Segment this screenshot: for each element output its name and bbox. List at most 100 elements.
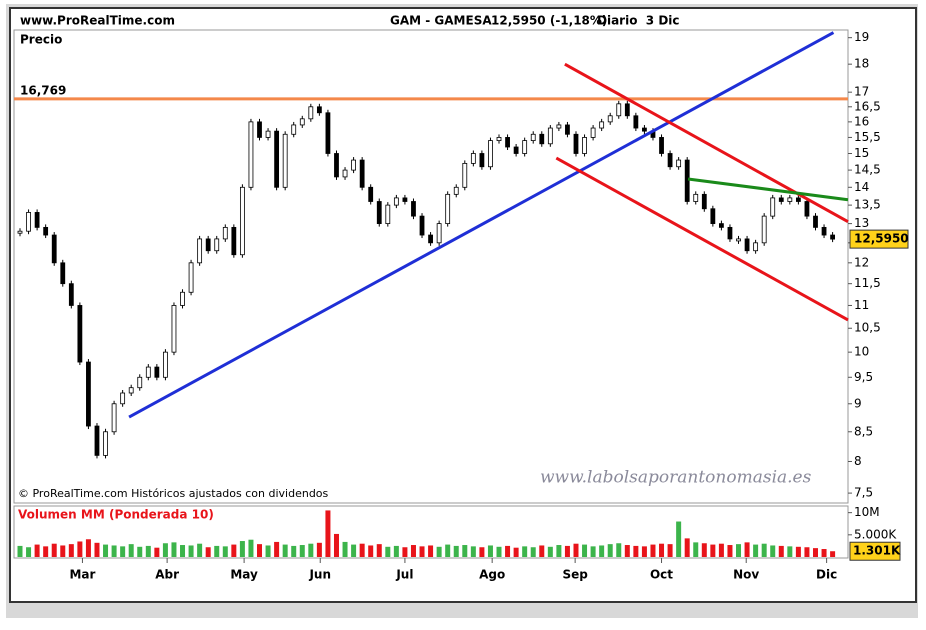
candle xyxy=(462,162,468,188)
period: Diario 3 Dic xyxy=(597,14,680,28)
candle xyxy=(582,137,587,154)
y-tick-label: 11 xyxy=(854,298,869,312)
x-tick-label: Nov xyxy=(733,568,759,582)
volume-bar xyxy=(676,521,682,557)
y-tick-label: 19 xyxy=(854,30,869,44)
candle xyxy=(428,234,433,244)
volume-bar xyxy=(753,544,759,557)
volume-bar xyxy=(556,545,562,557)
candle xyxy=(308,106,314,120)
site: www.ProRealTime.com xyxy=(20,14,175,28)
price-pane xyxy=(13,29,849,504)
volume-bar xyxy=(34,544,40,557)
candle xyxy=(590,127,596,138)
candle xyxy=(351,159,356,171)
y-tick-label: 9,5 xyxy=(854,370,873,384)
candle xyxy=(214,238,220,252)
volume-bar xyxy=(496,546,502,557)
candle xyxy=(753,242,759,252)
x-tick-label: Oct xyxy=(650,568,673,582)
volume-bar xyxy=(667,544,673,557)
candle xyxy=(325,112,331,154)
volume-pane xyxy=(13,505,849,559)
volume-bar xyxy=(393,545,399,557)
candle xyxy=(804,201,810,217)
volume-bar xyxy=(787,546,793,557)
candle xyxy=(188,262,194,293)
candle xyxy=(599,121,605,129)
volume-bar xyxy=(308,543,314,557)
candle xyxy=(180,291,185,306)
candle xyxy=(530,133,536,142)
y-tick-label: 10 xyxy=(854,345,869,359)
candle xyxy=(60,262,66,285)
candle xyxy=(676,159,682,168)
volume-bar xyxy=(445,544,451,557)
volume-bar xyxy=(274,541,280,557)
candle xyxy=(761,215,767,244)
candle xyxy=(51,234,57,264)
candle xyxy=(137,376,143,389)
volume-bar xyxy=(162,543,168,557)
volume-bar xyxy=(710,544,716,557)
candle xyxy=(667,153,673,168)
volume-bar xyxy=(68,544,74,557)
candle xyxy=(693,193,699,202)
volume-bar xyxy=(436,546,442,557)
candle xyxy=(342,169,348,178)
trend-line xyxy=(564,62,849,224)
candle xyxy=(616,103,622,117)
candle xyxy=(821,226,827,236)
price-label: Precio xyxy=(20,33,62,47)
y-tick-label: 13 xyxy=(854,216,869,230)
candle xyxy=(103,431,108,456)
title: GAM - GAMESA xyxy=(390,14,492,28)
trend-line xyxy=(555,156,849,322)
volume-bar xyxy=(513,547,519,557)
volume-bar xyxy=(607,544,613,557)
volume-bar xyxy=(17,545,23,557)
volume-bar xyxy=(205,547,211,557)
candle xyxy=(633,115,639,129)
candle xyxy=(299,118,305,126)
candle xyxy=(778,197,784,202)
y-tick-label: 18 xyxy=(854,57,869,71)
y-tick-label: 8 xyxy=(854,454,862,468)
candle xyxy=(505,137,510,148)
candle xyxy=(111,403,117,433)
volume-bar xyxy=(539,545,545,557)
candle xyxy=(282,133,288,188)
x-tick-label: Abr xyxy=(155,568,179,582)
candle xyxy=(513,146,519,154)
candle xyxy=(419,215,425,236)
y-tick-label: 8,5 xyxy=(854,424,873,438)
volume-bar xyxy=(761,543,767,557)
volume-bar xyxy=(650,544,656,557)
candle xyxy=(701,193,707,210)
volume-bar xyxy=(812,548,818,557)
candle xyxy=(17,230,23,234)
candle xyxy=(556,124,562,129)
volume-bar xyxy=(530,547,536,557)
volume-bar xyxy=(351,544,357,557)
candle xyxy=(43,226,49,236)
candle xyxy=(813,215,818,228)
y-tick-label: 14,5 xyxy=(854,163,881,177)
candle xyxy=(163,351,168,378)
volume-bar xyxy=(43,546,49,557)
y-tick-label: 10,5 xyxy=(854,321,881,335)
candle xyxy=(257,121,262,138)
candle xyxy=(607,115,613,123)
volume-bar xyxy=(641,546,647,557)
volume-bar xyxy=(453,545,459,557)
candle xyxy=(274,130,280,188)
volume-bar xyxy=(547,546,553,557)
volume-bar xyxy=(368,545,374,557)
volume-bar xyxy=(582,544,588,557)
volume-bar xyxy=(462,545,468,557)
volume-bar xyxy=(573,543,579,557)
candle xyxy=(402,197,408,202)
volume-bar xyxy=(633,545,639,557)
